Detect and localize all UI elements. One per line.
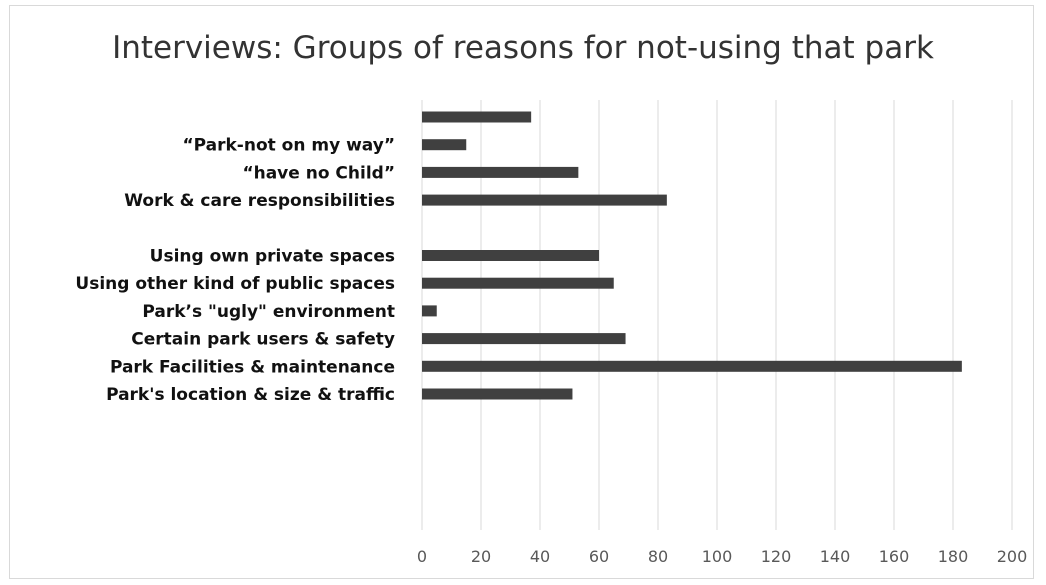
bar: [422, 139, 467, 151]
bar: [422, 333, 626, 345]
x-tick-label: 80: [648, 547, 668, 566]
x-tick-label: 160: [879, 547, 910, 566]
x-tick-label: 180: [938, 547, 969, 566]
bar: [422, 250, 599, 261]
bars: [422, 111, 962, 400]
x-tick-label: 40: [530, 547, 550, 566]
gridlines: [421, 100, 1013, 530]
category-label: Certain park users & safety: [131, 330, 395, 350]
category-label: “Park-not on my way”: [182, 136, 395, 156]
chart-frame: [9, 5, 1034, 579]
bar: [422, 194, 667, 206]
category-label: Park's location & size & traffic: [106, 385, 395, 405]
x-tick-label: 20: [471, 547, 491, 566]
bar: [422, 277, 614, 289]
bar: [422, 305, 437, 317]
bar: [422, 166, 579, 178]
chart-title: Interviews: Groups of reasons for not-us…: [112, 30, 934, 66]
x-tick-label: 140: [820, 547, 851, 566]
category-label: Park’s "ugly" environment: [142, 302, 395, 322]
bar: [422, 360, 962, 372]
x-tick-label: 60: [589, 547, 609, 566]
bar: [422, 388, 573, 400]
x-tick-label: 0: [417, 547, 427, 566]
category-label: Using other kind of public spaces: [75, 274, 395, 294]
category-label: Work & care responsibilities: [124, 191, 395, 211]
x-tick-label: 100: [702, 547, 733, 566]
bar: [422, 111, 532, 123]
category-labels: “Park-not on my way” “have no Child” Work …: [75, 136, 395, 405]
x-tick-label: 200: [997, 547, 1028, 566]
category-label: “have no Child”: [242, 163, 395, 183]
x-axis-ticks: 0 20 40 60 80 100 120 140 160 180 200: [417, 547, 1027, 566]
category-label: Park Facilities & maintenance: [110, 357, 395, 377]
category-label: Using own private spaces: [150, 247, 395, 267]
x-tick-label: 120: [761, 547, 792, 566]
